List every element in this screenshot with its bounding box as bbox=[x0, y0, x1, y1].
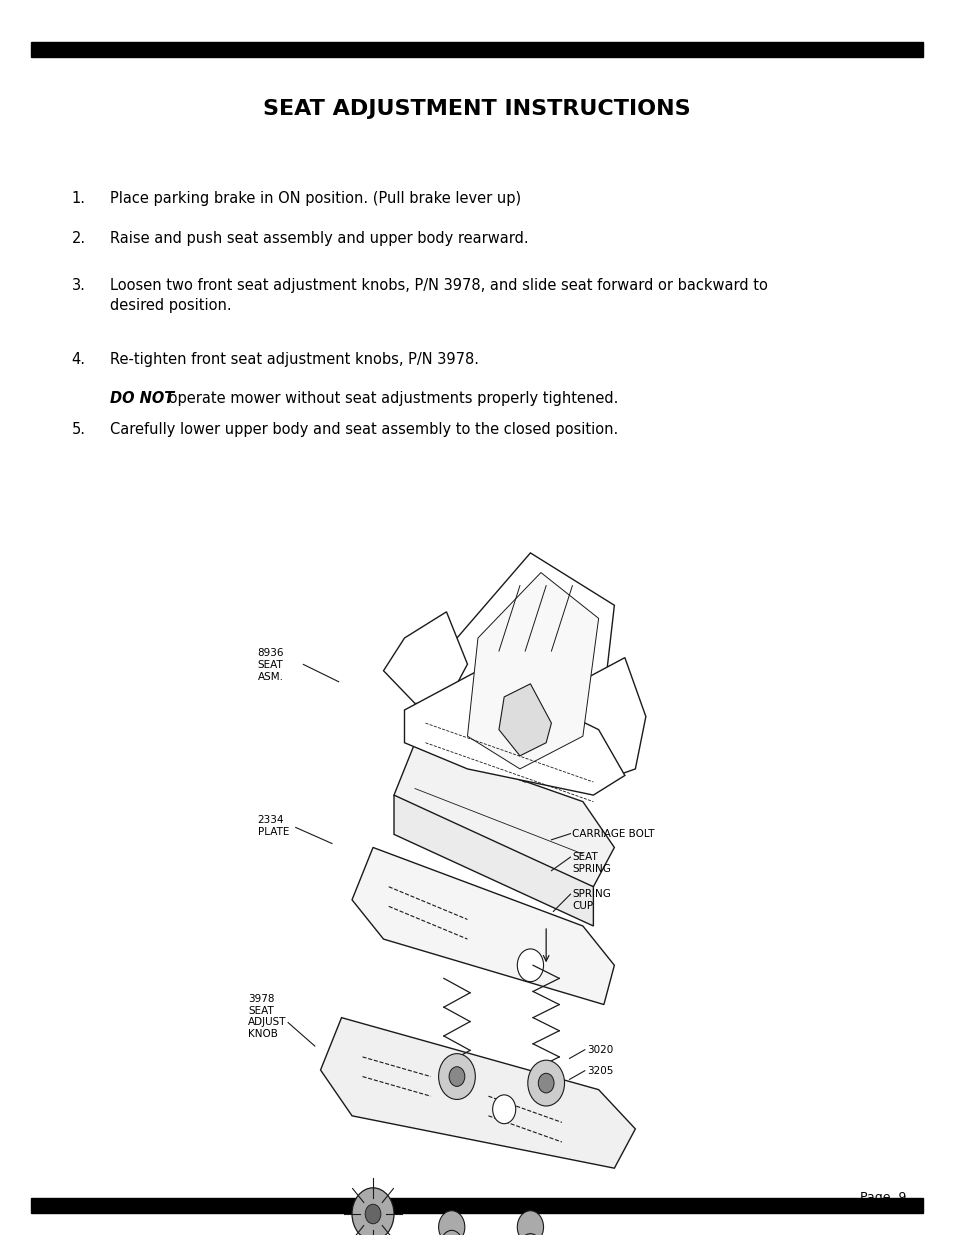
Text: 8936
SEAT
ASM.: 8936 SEAT ASM. bbox=[257, 648, 284, 682]
Polygon shape bbox=[404, 671, 624, 795]
Ellipse shape bbox=[517, 948, 543, 982]
Ellipse shape bbox=[365, 1204, 380, 1224]
Ellipse shape bbox=[352, 1188, 394, 1235]
Text: 3020: 3020 bbox=[586, 1045, 613, 1055]
Polygon shape bbox=[498, 684, 551, 756]
Text: CARRIAGE BOLT: CARRIAGE BOLT bbox=[572, 829, 654, 839]
Ellipse shape bbox=[438, 1053, 475, 1099]
Text: 5.: 5. bbox=[71, 422, 86, 437]
Text: 2.: 2. bbox=[71, 231, 86, 246]
Ellipse shape bbox=[438, 1210, 464, 1235]
Ellipse shape bbox=[527, 1060, 564, 1107]
Text: Place parking brake in ON position. (Pull brake lever up): Place parking brake in ON position. (Pul… bbox=[110, 191, 520, 206]
Ellipse shape bbox=[519, 1234, 540, 1235]
Polygon shape bbox=[467, 573, 598, 769]
Ellipse shape bbox=[440, 1230, 461, 1235]
Text: Loosen two front seat adjustment knobs, P/N 3978, and slide seat forward or back: Loosen two front seat adjustment knobs, … bbox=[110, 278, 767, 312]
Text: 2334
PLATE: 2334 PLATE bbox=[257, 815, 289, 836]
Ellipse shape bbox=[537, 1073, 554, 1093]
Text: 3.: 3. bbox=[71, 278, 86, 293]
Ellipse shape bbox=[449, 1067, 464, 1087]
Text: 1.: 1. bbox=[71, 191, 86, 206]
Ellipse shape bbox=[492, 1095, 516, 1124]
Text: SEAT
SPRING: SEAT SPRING bbox=[572, 852, 611, 873]
Polygon shape bbox=[383, 611, 467, 704]
Text: 3205: 3205 bbox=[586, 1066, 613, 1076]
Polygon shape bbox=[320, 1018, 635, 1168]
Text: Re-tighten front seat adjustment knobs, P/N 3978.: Re-tighten front seat adjustment knobs, … bbox=[110, 352, 478, 367]
Text: 3978
SEAT
ADJUST
KNOB: 3978 SEAT ADJUST KNOB bbox=[248, 994, 286, 1039]
Text: operate mower without seat adjustments properly tightened.: operate mower without seat adjustments p… bbox=[164, 391, 618, 406]
Text: Page  9: Page 9 bbox=[859, 1192, 905, 1204]
Text: SEAT ADJUSTMENT INSTRUCTIONS: SEAT ADJUSTMENT INSTRUCTIONS bbox=[263, 99, 690, 119]
Text: DO NOT: DO NOT bbox=[110, 391, 173, 406]
Polygon shape bbox=[572, 657, 645, 782]
Polygon shape bbox=[394, 742, 614, 887]
Polygon shape bbox=[446, 553, 614, 782]
Bar bbox=[31, 42, 922, 57]
Ellipse shape bbox=[517, 1210, 543, 1235]
Text: Carefully lower upper body and seat assembly to the closed position.: Carefully lower upper body and seat asse… bbox=[110, 422, 618, 437]
Polygon shape bbox=[394, 795, 593, 926]
Text: 4.: 4. bbox=[71, 352, 86, 367]
Text: Raise and push seat assembly and upper body rearward.: Raise and push seat assembly and upper b… bbox=[110, 231, 528, 246]
Bar bbox=[31, 1198, 922, 1213]
Polygon shape bbox=[352, 847, 614, 1004]
Text: SPRING
CUP: SPRING CUP bbox=[572, 889, 611, 910]
